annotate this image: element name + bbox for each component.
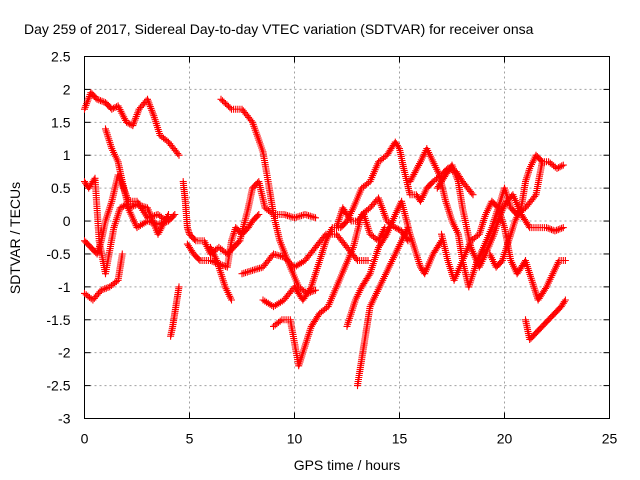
data-point-markers bbox=[333, 204, 389, 245]
grid-lines bbox=[84, 56, 610, 419]
series-track-21 bbox=[522, 296, 569, 343]
series-track-20 bbox=[486, 151, 546, 271]
data-point-markers bbox=[486, 151, 546, 271]
series-track-14 bbox=[343, 197, 445, 330]
y-tick-label: -0.5 bbox=[46, 246, 70, 262]
data-point-markers bbox=[102, 125, 172, 238]
data-point-markers bbox=[259, 138, 477, 311]
y-axis-label: SDTVAR / TECUs bbox=[7, 182, 23, 294]
data-point-markers bbox=[343, 197, 445, 330]
y-tick-label: 1.5 bbox=[51, 114, 71, 130]
series-track-18 bbox=[433, 161, 567, 271]
data-markers bbox=[81, 89, 569, 390]
y-tick-label: 2 bbox=[63, 81, 71, 97]
x-tick-label: 0 bbox=[81, 431, 89, 447]
series-track-11 bbox=[238, 230, 372, 278]
data-point-markers bbox=[270, 194, 412, 370]
axis-ticks bbox=[84, 56, 610, 419]
series-track-1 bbox=[81, 89, 183, 159]
series-track-2 bbox=[217, 95, 319, 297]
series-track-15 bbox=[354, 224, 412, 390]
series-track-8 bbox=[179, 178, 319, 258]
x-tick-labels: 0 5 10 15 20 25 bbox=[81, 431, 618, 447]
y-tick-label: 0 bbox=[63, 213, 71, 229]
x-tick-label: 20 bbox=[497, 431, 513, 447]
y-tick-label: -2 bbox=[58, 345, 71, 361]
data-point-markers bbox=[217, 95, 319, 297]
y-tick-label: -3 bbox=[58, 411, 71, 427]
x-tick-label: 10 bbox=[287, 431, 303, 447]
y-tick-label: -1.5 bbox=[46, 312, 70, 328]
y-tick-labels: 2.5 2 1.5 1 0.5 0 -0.5 -1 -1.5 -2 -2.5 -3 bbox=[46, 49, 70, 427]
data-point-markers bbox=[522, 296, 569, 343]
series-track-17 bbox=[406, 145, 567, 291]
x-tick-label: 25 bbox=[602, 431, 618, 447]
x-tick-label: 5 bbox=[186, 431, 194, 447]
data-point-markers bbox=[433, 161, 567, 271]
series-track-5 bbox=[102, 125, 172, 238]
x-axis-label: GPS time / hours bbox=[294, 457, 401, 473]
y-tick-label: -2.5 bbox=[46, 378, 70, 394]
y-tick-label: -1 bbox=[58, 279, 71, 295]
series-track-10 bbox=[207, 243, 235, 304]
plot-frame bbox=[84, 56, 610, 419]
data-point-markers bbox=[354, 224, 412, 390]
y-tick-label: 0.5 bbox=[51, 180, 71, 196]
data-point-markers bbox=[179, 178, 319, 258]
data-point-markers bbox=[207, 243, 235, 304]
series-track-13 bbox=[270, 194, 412, 370]
series-track-16 bbox=[333, 204, 389, 245]
y-tick-label: 1 bbox=[63, 147, 71, 163]
y-tick-label: 2.5 bbox=[51, 49, 71, 65]
x-tick-label: 15 bbox=[392, 431, 408, 447]
data-point-markers bbox=[81, 250, 126, 304]
series-track-6 bbox=[81, 250, 126, 304]
series-track-7 bbox=[167, 283, 183, 340]
data-point-markers bbox=[238, 230, 372, 278]
data-point-markers bbox=[406, 145, 567, 291]
data-point-markers bbox=[81, 89, 183, 159]
series-track-12 bbox=[259, 138, 477, 311]
data-point-markers bbox=[167, 283, 183, 340]
chart-title: Day 259 of 2017, Sidereal Day-to-day VTE… bbox=[24, 21, 534, 37]
